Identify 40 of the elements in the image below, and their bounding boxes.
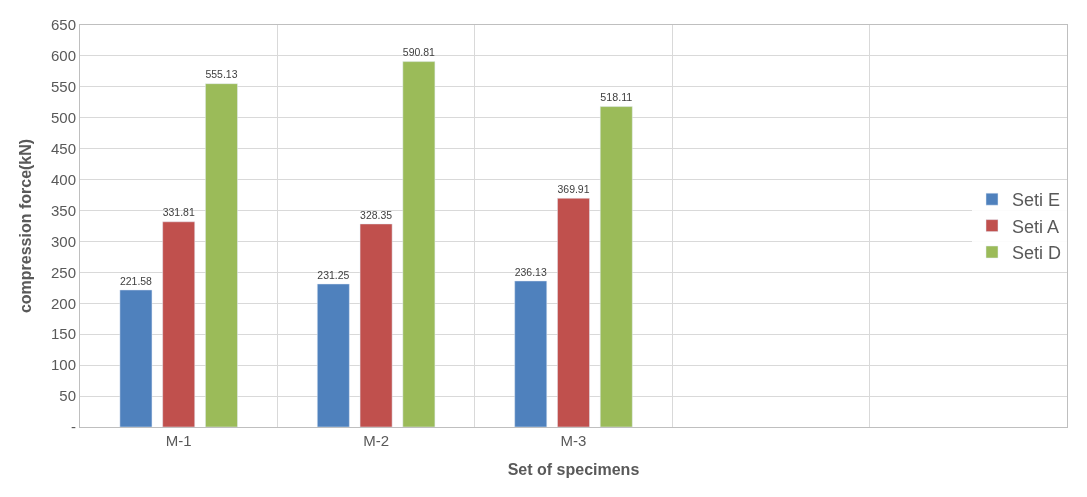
y-tick-label: 600 (50, 47, 76, 65)
bar (317, 283, 350, 427)
x-axis-title: Set of specimens (507, 460, 640, 478)
bar (205, 83, 238, 427)
data-label: 590.81 (402, 47, 436, 59)
bar (119, 289, 153, 427)
data-label: 518.11 (600, 91, 633, 104)
data-label: 231.25 (317, 269, 350, 281)
bar (557, 197, 590, 427)
data-label: 369.91 (557, 183, 590, 195)
bar (514, 280, 548, 427)
legend-label: Seti A (1012, 216, 1060, 237)
data-label: 555.13 (205, 69, 238, 81)
bar (599, 106, 633, 427)
data-label: 331.81 (162, 207, 195, 219)
y-tick-label: 150 (50, 325, 76, 343)
bar (359, 223, 393, 427)
y-tick-label: 450 (50, 139, 76, 157)
y-tick-label: 550 (50, 78, 76, 96)
y-tick-label: 300 (50, 232, 76, 250)
y-tick-label: 100 (50, 356, 76, 374)
y-tick-label: 400 (50, 170, 76, 188)
x-tick-label: M-1 (165, 432, 192, 449)
x-tick-label: M-3 (560, 432, 587, 449)
y-tick-label: 200 (50, 294, 76, 312)
legend-label: Seti E (1012, 190, 1061, 211)
x-tick-label: M-2 (363, 432, 390, 449)
legend-label: Seti D (1012, 243, 1062, 264)
y-tick-label: 50 (59, 387, 76, 405)
data-label: 221.58 (119, 275, 153, 287)
y-tick-label: - (71, 418, 76, 436)
bar (402, 61, 436, 427)
bar (162, 221, 195, 427)
y-tick-label: 650 (50, 16, 76, 34)
y-tick-label: 500 (50, 109, 76, 127)
y-tick-label: 250 (50, 263, 76, 281)
data-label: 236.13 (514, 266, 547, 278)
y-tick-label: 350 (50, 201, 76, 219)
y-axis-title: compression force(kN) (16, 138, 34, 314)
data-label: 328.35 (360, 209, 393, 221)
